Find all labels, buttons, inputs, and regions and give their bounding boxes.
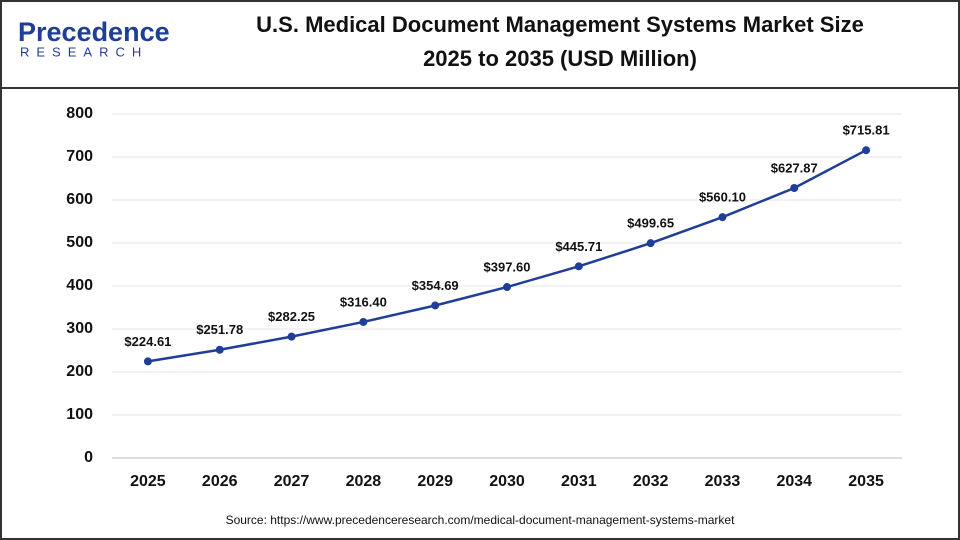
y-tick-label: 200 bbox=[66, 363, 93, 380]
point bbox=[503, 283, 511, 292]
x-tick-label: 2033 bbox=[705, 473, 741, 490]
source: Source: https://www.precedenceresearch.c… bbox=[226, 513, 736, 527]
y-tick-label: 700 bbox=[66, 148, 93, 165]
data-label: $354.69 bbox=[412, 278, 459, 293]
data-label: $560.10 bbox=[699, 190, 746, 205]
x-tick-label: 2028 bbox=[346, 473, 382, 490]
point bbox=[287, 332, 296, 341]
x-tick-label: 2032 bbox=[633, 473, 669, 490]
point bbox=[790, 184, 799, 193]
y-tick-label: 100 bbox=[66, 406, 93, 423]
line bbox=[147, 149, 867, 363]
point bbox=[215, 345, 224, 354]
data-label: $397.60 bbox=[484, 259, 531, 274]
point bbox=[646, 239, 655, 248]
x-tick-label: 2025 bbox=[130, 473, 166, 490]
data-label: $224.61 bbox=[124, 334, 171, 349]
brand-name: Precedence bbox=[18, 17, 170, 47]
point bbox=[862, 146, 871, 155]
x-tick-label: 2029 bbox=[417, 473, 453, 490]
brand-tagline: RESEARCH bbox=[20, 44, 148, 59]
point bbox=[574, 262, 583, 271]
y-tick-label: 800 bbox=[66, 105, 93, 122]
y-tick-label: 500 bbox=[66, 234, 93, 251]
x-tick-label: 2027 bbox=[274, 473, 310, 490]
data-label: $316.40 bbox=[340, 294, 387, 309]
y-tick-label: 400 bbox=[66, 277, 93, 294]
data-label: $627.87 bbox=[771, 160, 818, 175]
point bbox=[718, 213, 727, 222]
y-tick-label: 0 bbox=[84, 449, 93, 466]
x-tick-label: 2034 bbox=[776, 473, 812, 490]
point bbox=[359, 317, 368, 326]
point bbox=[143, 357, 152, 366]
x-tick-label: 2031 bbox=[561, 473, 597, 490]
data-label: $251.78 bbox=[196, 322, 243, 337]
y-tick-label: 600 bbox=[66, 191, 93, 208]
x-tick-label: 2026 bbox=[202, 473, 238, 490]
chart-title: U.S. Medical Document Management Systems… bbox=[256, 12, 864, 37]
data-label: $715.81 bbox=[843, 123, 890, 138]
data-label: $445.71 bbox=[555, 239, 602, 254]
x-tick-label: 2035 bbox=[848, 473, 884, 490]
y-tick-label: 300 bbox=[66, 320, 93, 337]
chart-title: 2025 to 2035 (USD Million) bbox=[423, 46, 697, 71]
point bbox=[431, 301, 440, 310]
data-label: $499.65 bbox=[627, 216, 674, 231]
x-tick-label: 2030 bbox=[489, 473, 525, 490]
data-label: $282.25 bbox=[268, 309, 315, 324]
